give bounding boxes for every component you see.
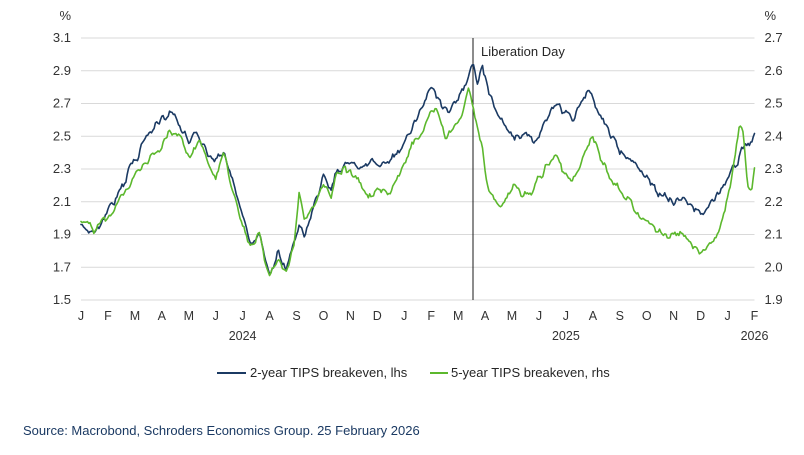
svg-text:N: N: [669, 309, 678, 323]
svg-text:Liberation Day: Liberation Day: [481, 44, 565, 59]
svg-text:2.0: 2.0: [765, 259, 783, 274]
svg-text:2-year TIPS breakeven, lhs: 2-year TIPS breakeven, lhs: [250, 365, 408, 380]
svg-text:2.4: 2.4: [765, 128, 783, 143]
svg-text:J: J: [78, 309, 84, 323]
svg-text:F: F: [751, 309, 759, 323]
svg-text:2.1: 2.1: [765, 227, 783, 242]
svg-text:2.5: 2.5: [53, 128, 71, 143]
svg-text:2.6: 2.6: [765, 63, 783, 78]
svg-text:2.7: 2.7: [765, 30, 783, 45]
svg-text:2.1: 2.1: [53, 194, 71, 209]
svg-text:2.3: 2.3: [765, 161, 783, 176]
svg-text:A: A: [481, 309, 490, 323]
svg-text:O: O: [319, 309, 329, 323]
svg-text:S: S: [616, 309, 624, 323]
svg-text:J: J: [563, 309, 569, 323]
svg-text:1.9: 1.9: [53, 227, 71, 242]
svg-text:Source: Macrobond, Schroders E: Source: Macrobond, Schroders Economics G…: [23, 423, 420, 438]
svg-text:%: %: [765, 8, 777, 23]
svg-text:2.3: 2.3: [53, 161, 71, 176]
svg-text:%: %: [59, 8, 71, 23]
svg-text:S: S: [292, 309, 300, 323]
svg-text:1.9: 1.9: [765, 292, 783, 307]
svg-text:2024: 2024: [229, 329, 257, 343]
svg-text:2025: 2025: [552, 329, 580, 343]
svg-text:J: J: [724, 309, 730, 323]
svg-text:2026: 2026: [741, 329, 769, 343]
svg-text:F: F: [104, 309, 112, 323]
svg-text:A: A: [589, 309, 598, 323]
svg-text:M: M: [184, 309, 194, 323]
svg-text:1.5: 1.5: [53, 292, 71, 307]
svg-text:N: N: [346, 309, 355, 323]
svg-text:F: F: [427, 309, 435, 323]
svg-text:J: J: [213, 309, 219, 323]
svg-text:2.9: 2.9: [53, 63, 71, 78]
svg-text:A: A: [158, 309, 167, 323]
svg-text:J: J: [239, 309, 245, 323]
svg-text:D: D: [696, 309, 705, 323]
svg-text:J: J: [536, 309, 542, 323]
svg-text:O: O: [642, 309, 652, 323]
svg-text:A: A: [265, 309, 274, 323]
svg-text:M: M: [507, 309, 517, 323]
svg-text:M: M: [453, 309, 463, 323]
svg-text:2.5: 2.5: [765, 96, 783, 111]
svg-text:D: D: [373, 309, 382, 323]
svg-text:J: J: [401, 309, 407, 323]
svg-text:2.7: 2.7: [53, 96, 71, 111]
svg-text:2.2: 2.2: [765, 194, 783, 209]
svg-text:5-year TIPS breakeven, rhs: 5-year TIPS breakeven, rhs: [451, 365, 610, 380]
svg-text:3.1: 3.1: [53, 30, 71, 45]
svg-text:M: M: [130, 309, 140, 323]
svg-text:1.7: 1.7: [53, 259, 71, 274]
